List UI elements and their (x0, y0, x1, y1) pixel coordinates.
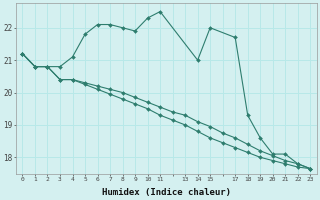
X-axis label: Humidex (Indice chaleur): Humidex (Indice chaleur) (102, 188, 231, 197)
